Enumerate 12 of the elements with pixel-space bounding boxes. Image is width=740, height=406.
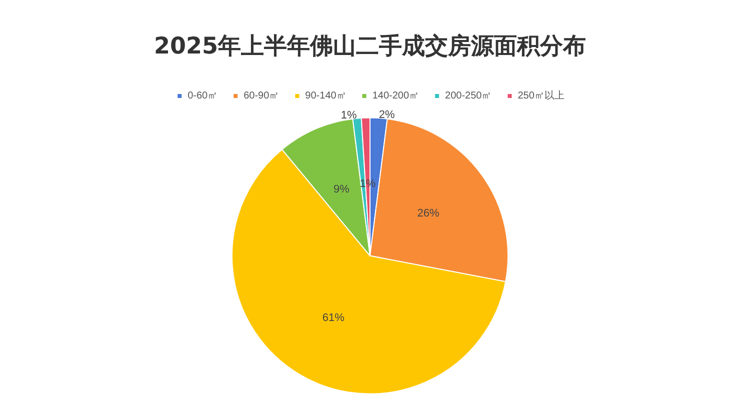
legend-label: 140-200㎡ [372,90,420,102]
data-label: 2% [378,109,395,122]
data-label: 9% [333,184,350,196]
chart-title: 2025年上半年佛山二手成交房源面积分布 [154,32,586,60]
data-label: 1% [340,109,357,122]
legend-label: 90-140㎡ [305,90,346,102]
data-label: 26% [417,207,440,220]
data-label: 61% [322,312,345,324]
legend-label: 250㎡以上 [518,90,564,102]
legend-label: 200-250㎡ [445,90,492,102]
legend-label: 0-60㎡ [188,90,218,102]
legend-label: 60-90㎡ [244,90,280,102]
